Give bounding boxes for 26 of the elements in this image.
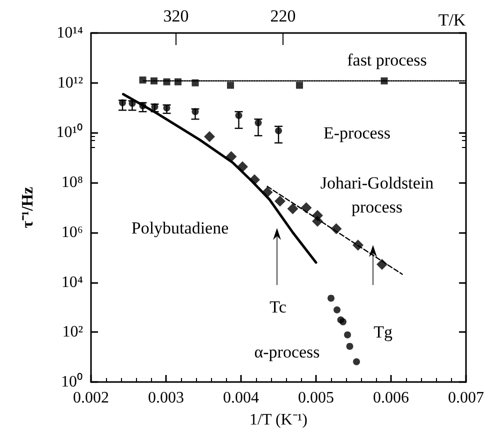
y-axis-title: τ⁻¹/Hz: [20, 186, 36, 228]
x-tick-label: 0.003: [148, 390, 184, 406]
text: 220: [270, 6, 296, 26]
annotation: Tg: [374, 322, 393, 342]
x-tick-label: 0.006: [373, 390, 409, 406]
text: T/K: [438, 10, 466, 30]
annotation: E-process: [323, 124, 391, 142]
y-tick-label: 10¹⁴: [56, 24, 84, 42]
x-tick-label: 0.005: [298, 390, 334, 406]
y-tick-label: 10²: [62, 324, 84, 341]
text: 320: [163, 6, 189, 26]
y-tick-label: 10⁸: [61, 174, 83, 192]
y-tick-label: 10¹²: [57, 74, 84, 92]
y-tick-label: 10⁶: [61, 224, 83, 241]
x-tick-label: 0.004: [223, 390, 259, 406]
y-tick-label: 10⁴: [61, 274, 84, 291]
x-tick-label: 0.002: [73, 390, 109, 406]
annotation: Tc: [270, 298, 287, 316]
x-tick-label: 0.007: [448, 390, 484, 406]
y-tick-label: 10⁰: [61, 372, 83, 390]
y-tick-label: 10¹⁰: [56, 123, 83, 142]
annotation: α-process: [254, 342, 320, 362]
annotation: Johari-Goldstein process: [320, 174, 434, 216]
x-axis-title: 1/T (K⁻¹): [250, 412, 308, 428]
annotation: fast process: [347, 50, 427, 70]
annotation: Polybutadiene: [131, 218, 229, 238]
